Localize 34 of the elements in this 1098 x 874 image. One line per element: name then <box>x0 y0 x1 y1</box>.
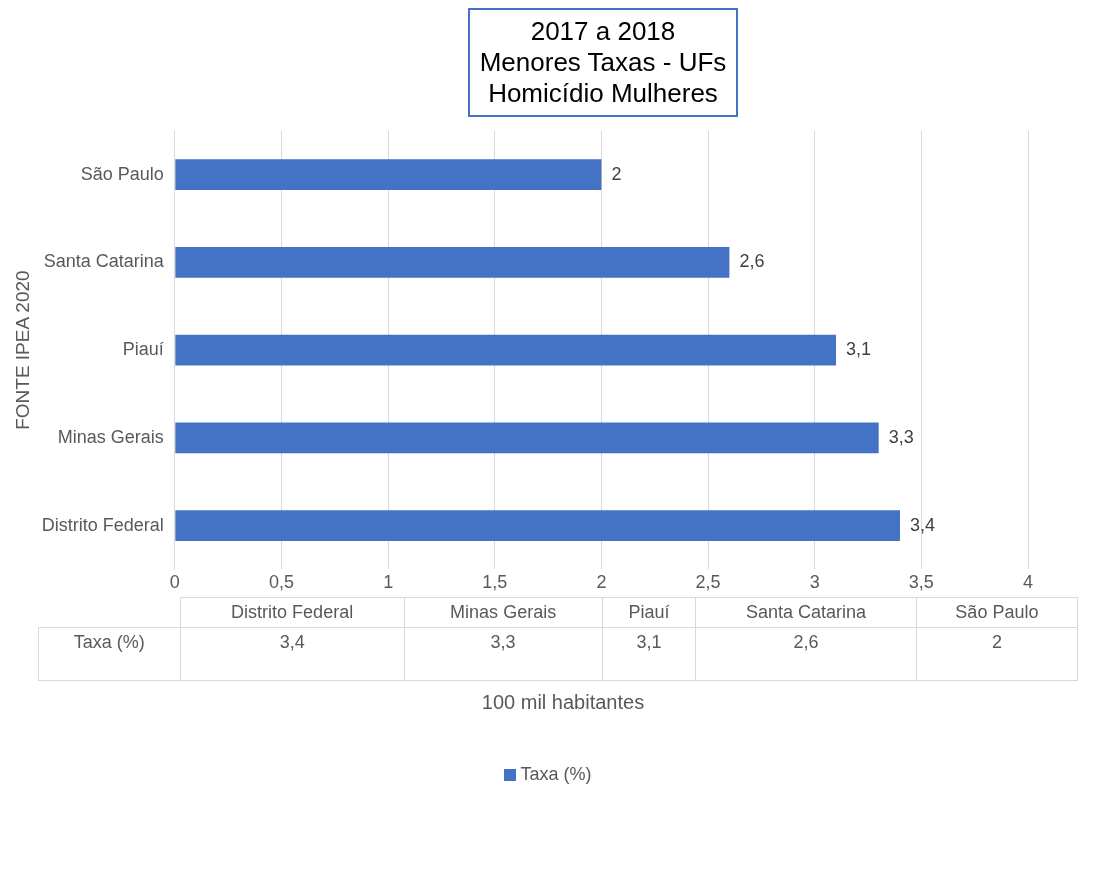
y-tick-label: Piauí <box>122 339 164 360</box>
legend-label: Taxa (%) <box>520 764 592 785</box>
data-label: 3,3 <box>888 426 914 447</box>
x-tick-label: 2,5 <box>695 572 721 593</box>
x-tick-label: 3,5 <box>908 572 934 593</box>
data-label: 2,6 <box>739 251 765 272</box>
x-tick-label: 0 <box>169 572 180 593</box>
x-tick-label: 4 <box>1022 572 1034 593</box>
text: 3,4 <box>279 632 305 652</box>
x-tick-label: 3 <box>809 572 820 593</box>
text: 2,6 <box>793 632 819 652</box>
category-label: São Paulo <box>955 602 1039 622</box>
data-label: 3,1 <box>846 339 872 360</box>
text: 3,3 <box>490 632 516 652</box>
y-tick-label: Minas Gerais <box>57 426 164 447</box>
category-label: Santa Catarina <box>745 602 866 622</box>
chart-title: 2017 a 2018 Menores Taxas - UFs Homicídio Mulheres <box>467 8 739 117</box>
x-axis-title: 100 mil habitantes <box>480 691 646 714</box>
y-tick-label: São Paulo <box>80 163 164 184</box>
x-tick-label: 2 <box>596 572 607 593</box>
y-tick-label: Distrito Federal <box>41 514 164 535</box>
x-tick-label: 1,5 <box>482 572 508 593</box>
y-tick-label: Santa Catarina <box>43 251 165 272</box>
category-label: Minas Gerais <box>450 602 557 622</box>
data-label: 3,4 <box>910 514 936 535</box>
category-label: Piauí <box>628 602 670 622</box>
x-tick-label: 1 <box>383 572 394 593</box>
text: 3,1 <box>636 632 662 652</box>
category-label: Distrito Federal <box>231 602 354 622</box>
text: 2 <box>991 632 1002 652</box>
text: Taxa (%) <box>73 632 145 652</box>
x-tick-label: 0,5 <box>268 572 294 593</box>
y-axis-title: FONTE IPEA 2020 <box>11 270 33 430</box>
data-label: 2 <box>611 163 622 184</box>
